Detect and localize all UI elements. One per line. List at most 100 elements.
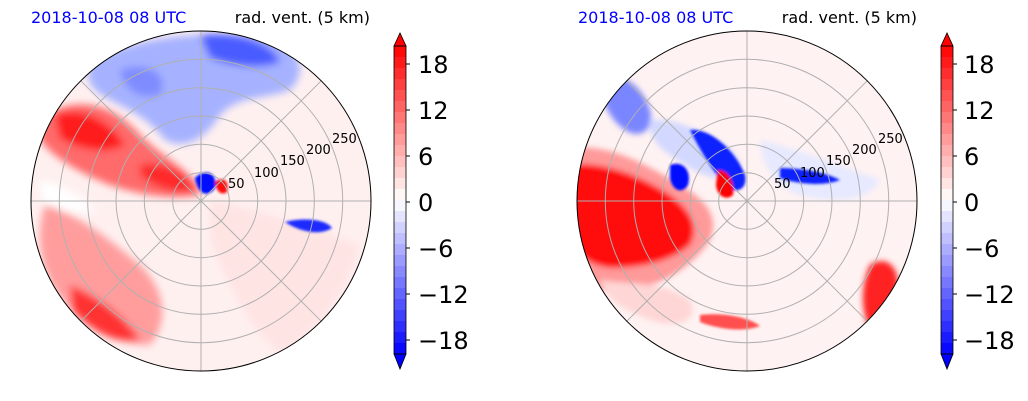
plot-1-r-tick-200: 200 bbox=[306, 143, 331, 158]
plot-1-colorbar-step bbox=[394, 299, 406, 311]
plot-1-date-title: 2018-10-08 08 UTC bbox=[31, 8, 186, 27]
plot-1-colorbar-step bbox=[394, 57, 406, 69]
plot-2-colorbar-step bbox=[941, 178, 953, 190]
plot-1-colorbar: 18 12 6 0 −6 −12 −18 bbox=[393, 32, 469, 371]
plot-2-colorbar-step bbox=[941, 343, 953, 355]
plot-2-negative-streak-east bbox=[780, 168, 840, 184]
plot-1-colorbar-tick-12: 12 bbox=[418, 97, 449, 125]
plot-1-colorbar-step bbox=[394, 90, 406, 102]
plot-1-positive-core-sw bbox=[70, 285, 140, 341]
plot-1-colorbar-step bbox=[394, 167, 406, 179]
plot-2-colorbar-step bbox=[941, 90, 953, 102]
plot-2-r-tick-200: 200 bbox=[852, 143, 877, 158]
plot-2-colorbar-step bbox=[941, 332, 953, 344]
plot-1-fine-features bbox=[195, 172, 332, 233]
plot-2-colorbar-step bbox=[941, 255, 953, 267]
plot-1-colorbar-step bbox=[394, 211, 406, 223]
plot-2-r-tick-150: 150 bbox=[826, 154, 851, 169]
plot-1-positive-region-sw bbox=[39, 205, 163, 345]
plot-2-colorbar: 18 12 6 0 −6 −12 −18 bbox=[940, 32, 1015, 371]
plot-2-colorbar-step bbox=[941, 310, 953, 322]
plot-1-colorbar-extend-min bbox=[393, 353, 407, 371]
plot-1-colorbar-step bbox=[394, 178, 406, 190]
plot-2-r-tick-100: 100 bbox=[800, 166, 825, 181]
plot-2-colorbar-tick-0: 0 bbox=[964, 189, 979, 217]
plot-1-colorbar-step bbox=[394, 156, 406, 168]
plot-2-colorbar-step bbox=[941, 123, 953, 135]
plot-2-colorbar-step bbox=[941, 321, 953, 333]
plot-1-colorbar-step bbox=[394, 255, 406, 267]
plot-1-r-tick-100: 100 bbox=[254, 166, 279, 181]
plot-2-date-title: 2018-10-08 08 UTC bbox=[578, 8, 733, 27]
plot-1-colorbar-extend-max bbox=[393, 32, 407, 47]
plot-2-positive-core-se bbox=[862, 261, 899, 329]
plot-2-fine-features bbox=[670, 129, 840, 330]
plot-1-colorbar-step bbox=[394, 244, 406, 256]
plot-1-colorbar-step bbox=[394, 343, 406, 355]
plot-1-colorbar-step bbox=[394, 68, 406, 80]
plot-2-outer-border bbox=[576, 30, 918, 372]
polar-plot-2: 2018-10-08 08 UTC rad. vent. (5 km) bbox=[576, 8, 1015, 372]
plot-2-colorbar-extend-max bbox=[940, 32, 954, 47]
plot-2-strong-negative-cell-left bbox=[670, 163, 689, 191]
plot-1-colorbar-step bbox=[394, 277, 406, 289]
plot-1-positive-core-center bbox=[140, 163, 195, 192]
plot-2-colorbar-tick-neg6: −6 bbox=[964, 235, 999, 263]
plot-1-colorbar-tick-neg18: −18 bbox=[418, 327, 469, 355]
plot-2-colorbar-step bbox=[941, 266, 953, 278]
plot-2-colorbar-tick-neg12: −12 bbox=[964, 281, 1015, 309]
plot-1-field-title: rad. vent. (5 km) bbox=[235, 8, 370, 27]
plot-2-grid bbox=[577, 31, 917, 371]
plot-2-weak-negative-east bbox=[760, 140, 880, 200]
plot-2-colorbar-extend-min bbox=[940, 353, 954, 371]
plot-1-colorbar-step bbox=[394, 123, 406, 135]
plot-1-neutral-gap-west bbox=[40, 180, 95, 212]
plot-1-strong-negative-cell bbox=[195, 172, 216, 194]
plot-2-colorbar-step bbox=[941, 101, 953, 113]
plot-1-colorbar-step bbox=[394, 79, 406, 91]
plot-2-colorbar-step bbox=[941, 68, 953, 80]
plot-2-colorbar-step bbox=[941, 211, 953, 223]
plot-1-strong-positive-cell bbox=[215, 179, 228, 194]
plot-2-colorbar-step bbox=[941, 277, 953, 289]
plot-2-colorbar-tick-18: 18 bbox=[964, 51, 995, 79]
plot-2-colorbar-step bbox=[941, 134, 953, 146]
plot-1-colorbar-frame bbox=[393, 45, 407, 355]
plot-2-r-tick-250: 250 bbox=[878, 132, 903, 147]
plot-2-colorbar-step bbox=[941, 46, 953, 58]
plot-2-colorbar-tick-12: 12 bbox=[964, 97, 995, 125]
plot-2-positive-core-west bbox=[577, 164, 694, 268]
plot-2-colorbar-step bbox=[941, 167, 953, 179]
plot-1-colorbar-tick-18: 18 bbox=[418, 51, 449, 79]
plot-2-strong-negative-cell-center bbox=[690, 129, 746, 191]
plot-1-colorbar-step bbox=[394, 46, 406, 58]
plot-2-colorbar-step bbox=[941, 57, 953, 69]
plot-2-colorbar-step bbox=[941, 244, 953, 256]
plot-1-colorbar-tick-0: 0 bbox=[418, 189, 433, 217]
plot-2-positive-streak-south bbox=[700, 314, 760, 330]
plot-2-colorbar-tick-neg18: −18 bbox=[964, 327, 1015, 355]
plot-1-r-tick-50: 50 bbox=[228, 177, 245, 192]
plot-2-colorbar-steps bbox=[941, 46, 953, 355]
polar-plot-1: 2018-10-08 08 UTC rad. vent. (5 km) bbox=[30, 8, 469, 372]
plot-2-colorbar-tick-6: 6 bbox=[964, 143, 979, 171]
plot-1-colorbar-step bbox=[394, 189, 406, 201]
plot-1-colorbar-step bbox=[394, 200, 406, 212]
plot-1-r-tick-250: 250 bbox=[332, 132, 357, 147]
plot-2-colorbar-step bbox=[941, 156, 953, 168]
plot-1-colorbar-step bbox=[394, 222, 406, 234]
plot-2-colorbar-frame bbox=[940, 45, 954, 355]
plot-1-r-tick-150: 150 bbox=[280, 154, 305, 169]
plot-1-colorbar-step bbox=[394, 134, 406, 146]
plot-1-colorbar-step bbox=[394, 266, 406, 278]
plot-1-colorbar-step bbox=[394, 233, 406, 245]
plot-2-colorbar-step bbox=[941, 233, 953, 245]
plot-2-field-title: rad. vent. (5 km) bbox=[782, 8, 917, 27]
plot-1-colorbar-tick-6: 6 bbox=[418, 143, 433, 171]
plot-2-colorbar-step bbox=[941, 299, 953, 311]
plot-1-negative-streak-east bbox=[285, 219, 332, 233]
plot-1-colorbar-step bbox=[394, 310, 406, 322]
plot-1-colorbar-step bbox=[394, 321, 406, 333]
plot-1-colorbar-step bbox=[394, 145, 406, 157]
